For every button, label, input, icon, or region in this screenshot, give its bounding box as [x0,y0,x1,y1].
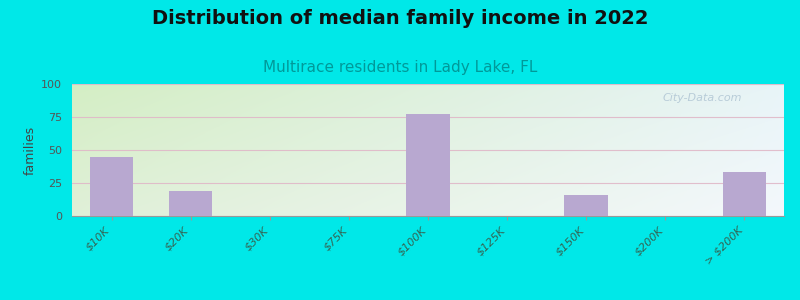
Bar [406,114,450,216]
Text: Distribution of median family income in 2022: Distribution of median family income in … [152,9,648,28]
Bar [169,191,213,216]
Bar [565,195,608,216]
Y-axis label: families: families [24,125,37,175]
Text: City-Data.com: City-Data.com [663,93,742,103]
Text: Multirace residents in Lady Lake, FL: Multirace residents in Lady Lake, FL [263,60,537,75]
Bar [722,172,766,216]
Bar [90,157,134,216]
